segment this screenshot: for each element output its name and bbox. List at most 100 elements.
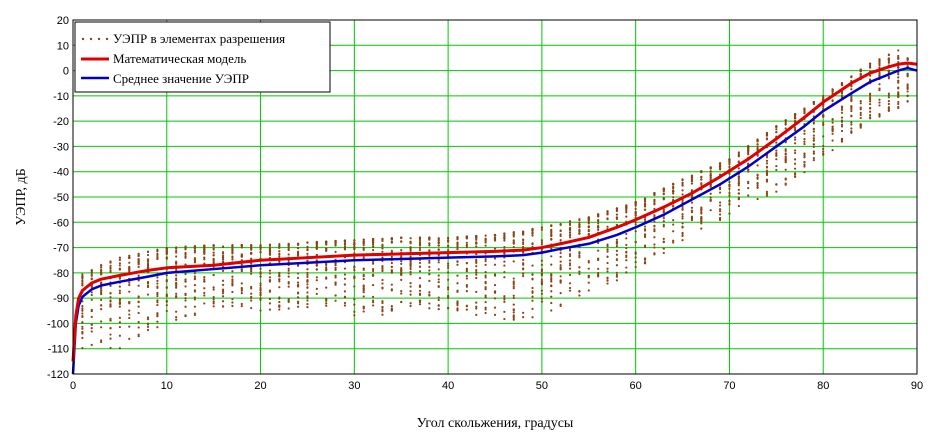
- scatter-point: [878, 59, 881, 62]
- y-tick-label: 0: [63, 66, 69, 78]
- scatter-point: [465, 235, 468, 238]
- scatter-point: [193, 259, 197, 262]
- scatter-point: [165, 256, 168, 259]
- scatter-point: [503, 232, 506, 235]
- scatter-point: [747, 168, 750, 171]
- scatter-point: [512, 311, 515, 314]
- scatter-point: [184, 247, 187, 250]
- scatter-point: [728, 200, 731, 203]
- scatter-point: [840, 125, 844, 128]
- scatter-point: [859, 108, 862, 111]
- scatter-point: [503, 264, 506, 267]
- scatter-point: [109, 317, 112, 321]
- scatter-point: [765, 134, 769, 137]
- scatter-point: [231, 290, 234, 294]
- scatter-point: [578, 272, 581, 275]
- scatter-point: [793, 173, 797, 176]
- scatter-point: [390, 269, 393, 272]
- scatter-point: [878, 115, 881, 118]
- scatter-point: [334, 282, 337, 285]
- scatter-point: [625, 251, 628, 254]
- scatter-point: [240, 244, 243, 247]
- scatter-point: [334, 239, 337, 243]
- scatter-point: [81, 347, 84, 350]
- scatter-point: [81, 284, 84, 287]
- scatter-point: [897, 93, 900, 96]
- scatter-point: [859, 102, 862, 105]
- scatter-point: [718, 216, 722, 220]
- scatter-point: [437, 281, 440, 284]
- scatter-point: [90, 323, 93, 326]
- scatter-point: [484, 294, 487, 297]
- scatter-point: [606, 270, 609, 273]
- scatter-point: [381, 245, 384, 248]
- scatter-point: [540, 272, 543, 275]
- y-axis-label: УЭПР, дБ: [14, 168, 29, 225]
- scatter-point: [118, 258, 121, 262]
- scatter-point: [353, 276, 356, 279]
- scatter-point: [559, 281, 562, 284]
- scatter-point: [737, 176, 740, 180]
- scatter-point: [831, 118, 834, 121]
- scatter-point: [662, 189, 665, 192]
- scatter-point: [531, 227, 534, 230]
- scatter-point: [550, 274, 553, 277]
- scatter-point: [250, 248, 253, 251]
- scatter-point: [315, 287, 318, 290]
- scatter-point: [859, 69, 862, 72]
- scatter-point: [531, 290, 534, 293]
- scatter-point: [306, 283, 309, 286]
- scatter-point: [718, 167, 722, 170]
- scatter-point: [859, 106, 862, 109]
- scatter-point: [428, 302, 431, 305]
- scatter-point: [409, 304, 412, 308]
- scatter-point: [578, 252, 581, 255]
- scatter-point: [325, 299, 328, 302]
- scatter-point: [437, 274, 440, 277]
- scatter-point: [531, 229, 534, 232]
- scatter-point: [475, 271, 478, 274]
- scatter-point: [371, 262, 375, 265]
- scatter-point: [221, 245, 225, 248]
- scatter-point: [540, 228, 543, 231]
- scatter-point: [887, 92, 890, 95]
- scatter-point: [146, 323, 150, 326]
- scatter-point: [812, 137, 815, 140]
- scatter-point: [597, 267, 600, 270]
- scatter-point: [447, 248, 450, 252]
- scatter-point: [887, 58, 890, 62]
- scatter-point: [156, 279, 159, 283]
- scatter-point: [353, 268, 356, 272]
- scatter-point: [822, 153, 825, 156]
- scatter-point: [559, 304, 562, 308]
- scatter-point: [447, 271, 450, 274]
- scatter-point: [831, 132, 834, 135]
- scatter-point: [287, 253, 290, 256]
- scatter-point: [250, 306, 253, 310]
- scatter-point: [156, 282, 159, 285]
- scatter-point: [212, 254, 215, 257]
- scatter-point: [90, 293, 93, 297]
- scatter-point: [484, 308, 487, 311]
- scatter-point: [625, 204, 628, 207]
- scatter-point: [484, 300, 487, 304]
- scatter-point: [456, 235, 459, 239]
- scatter-point: [540, 263, 543, 266]
- x-tick-label: 0: [70, 380, 76, 392]
- scatter-point: [625, 259, 628, 262]
- scatter-point: [681, 179, 684, 182]
- scatter-point: [615, 253, 619, 256]
- scatter-point: [447, 294, 450, 298]
- scatter-point: [625, 232, 628, 236]
- y-tick-label: 10: [57, 40, 69, 52]
- scatter-point: [568, 262, 572, 265]
- scatter-point: [522, 263, 525, 266]
- scatter-point: [568, 267, 572, 270]
- scatter-point: [456, 301, 459, 304]
- scatter-point: [306, 271, 309, 274]
- scatter-point: [475, 301, 478, 304]
- scatter-point: [512, 294, 515, 297]
- scatter-point: [568, 228, 572, 231]
- scatter-point: [109, 333, 112, 336]
- scatter-point: [259, 272, 262, 276]
